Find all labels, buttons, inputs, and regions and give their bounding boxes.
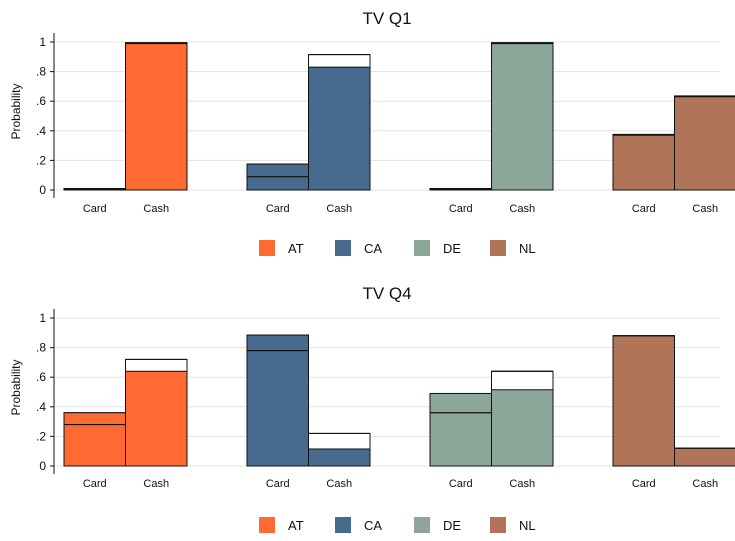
y-tick-label: .4 xyxy=(36,400,46,414)
y-tick-label: .2 xyxy=(36,429,46,443)
legend-label-ca: CA xyxy=(364,518,382,533)
x-tick-label: Card xyxy=(83,478,107,490)
x-tick-label: Cash xyxy=(692,203,718,215)
bar-ca-card xyxy=(246,334,309,467)
x-tick-label: Card xyxy=(449,203,473,215)
x-tick-label: Cash xyxy=(692,478,718,490)
legend-label-de: DE xyxy=(443,241,461,256)
y-tick-label: .8 xyxy=(36,65,46,79)
legend-label-at: AT xyxy=(288,518,304,533)
bar-nl-card xyxy=(612,335,675,467)
chart-panel-1: TV Q1 0 .2 .4 .6 .8 1 Probability Card Cash Card Ca… xyxy=(9,9,735,256)
legend-swatch-at xyxy=(259,517,275,533)
y-tick-label: 1 xyxy=(39,35,46,49)
x-tick-label: Cash xyxy=(509,478,535,490)
bar-de-cash xyxy=(491,42,554,191)
x-tick-label: Cash xyxy=(509,203,535,215)
bar-ca-cash xyxy=(308,448,371,467)
legend-label-de: DE xyxy=(443,518,461,533)
bar-de-cash xyxy=(491,389,554,467)
bar-nl-card xyxy=(612,134,675,191)
x-tick-label: Cash xyxy=(143,203,169,215)
legend-swatch-at xyxy=(259,240,275,256)
bar-ca-cash xyxy=(308,66,371,191)
bar-nl-cash xyxy=(674,96,735,191)
legend-swatch-nl xyxy=(490,517,506,533)
legend-swatch-de xyxy=(414,240,430,256)
y-tick-label: .6 xyxy=(36,94,46,108)
x-tick-label: Card xyxy=(632,478,656,490)
y-tick-label: 1 xyxy=(39,311,46,325)
y-tick-label: .4 xyxy=(36,124,46,138)
chart-title: TV Q1 xyxy=(362,9,411,28)
bar-at-cash xyxy=(125,42,188,191)
x-tick-label: Card xyxy=(632,203,656,215)
y-tick-label: 0 xyxy=(39,459,46,473)
legend-label-at: AT xyxy=(288,241,304,256)
x-tick-label: Cash xyxy=(143,478,169,490)
legend-label-nl: NL xyxy=(519,518,536,533)
x-tick-label: Card xyxy=(449,478,473,490)
x-tick-label: Card xyxy=(83,203,107,215)
y-tick-label: .8 xyxy=(36,341,46,355)
chart-title: TV Q4 xyxy=(362,284,411,303)
legend-swatch-ca xyxy=(335,240,351,256)
bar-nl-cash xyxy=(674,447,735,467)
bar-at-cash xyxy=(125,370,188,467)
chart-panel-2: TV Q4 0 .2 .4 .6 .8 1 Probability Card Cash Card Ca… xyxy=(9,284,735,533)
legend-swatch-nl xyxy=(490,240,506,256)
legend-swatch-de xyxy=(414,517,430,533)
y-tick-label: .2 xyxy=(36,153,46,167)
legend-label-nl: NL xyxy=(519,241,536,256)
x-tick-label: Card xyxy=(266,203,290,215)
bar-at-card xyxy=(63,412,126,467)
y-tick-label: .6 xyxy=(36,370,46,384)
legend-label-ca: CA xyxy=(364,241,382,256)
bar-de-card xyxy=(429,392,492,467)
y-axis-label: Probability xyxy=(9,359,23,415)
y-tick-label: 0 xyxy=(39,183,46,197)
x-tick-label: Cash xyxy=(326,203,352,215)
legend-swatch-ca xyxy=(335,517,351,533)
y-axis-label: Probability xyxy=(9,83,23,139)
x-tick-label: Card xyxy=(266,478,290,490)
x-tick-label: Cash xyxy=(326,478,352,490)
